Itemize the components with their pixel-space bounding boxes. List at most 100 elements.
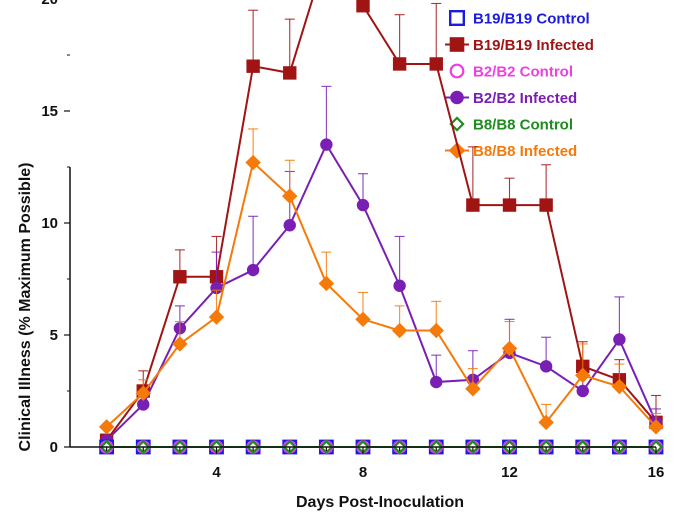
data-point-shape bbox=[246, 263, 260, 277]
data-point-shape bbox=[246, 59, 260, 73]
legend-label: B2/B2 Infected bbox=[473, 90, 577, 107]
legend-marker bbox=[448, 142, 466, 159]
data-point-shape bbox=[576, 384, 589, 398]
chart-legend: B19/B19 Control B19/B19 Infected B2/B2 Con… bbox=[445, 9, 594, 160]
y-tick-label: 10 bbox=[41, 215, 58, 232]
data-point-shape bbox=[466, 198, 480, 212]
data-point bbox=[283, 219, 296, 232]
x-tick-label: 4 bbox=[212, 464, 221, 481]
x-tick-label: 16 bbox=[648, 464, 665, 481]
data-point-shape bbox=[282, 188, 298, 204]
series-line-b19-b19-infected bbox=[105, 0, 657, 441]
series-line-b2-b2-infected bbox=[105, 142, 657, 441]
legend-marker bbox=[449, 9, 466, 27]
chart-axes: 4 8 12 16 0 5 10 15 20 bbox=[41, 0, 664, 481]
legend-marker bbox=[449, 116, 465, 132]
data-point bbox=[539, 360, 553, 373]
data-point bbox=[318, 275, 335, 292]
data-point bbox=[391, 322, 408, 339]
y-axis-title: Clinical Illness (% Maximum Possible) bbox=[17, 163, 34, 452]
legend-item-b19-b19-infected: B19/B19 Infected bbox=[445, 37, 594, 54]
data-point bbox=[501, 340, 518, 357]
series-b8-b8-infected bbox=[98, 128, 664, 435]
data-point-shape bbox=[392, 57, 407, 71]
legend-item-b8-b8-control: B8/B8 Control bbox=[449, 116, 573, 134]
data-point bbox=[320, 138, 333, 151]
data-point bbox=[392, 57, 407, 71]
x-tick-label: 8 bbox=[359, 464, 367, 481]
series-b2-b2-infected bbox=[100, 85, 663, 447]
data-point bbox=[611, 378, 628, 395]
data-point-shape bbox=[283, 219, 296, 232]
legend-marker bbox=[449, 63, 465, 79]
data-point-shape bbox=[465, 381, 481, 397]
legend-item-b2-b2-control: B2/B2 Control bbox=[449, 63, 573, 81]
legend-marker-shape bbox=[448, 142, 466, 159]
data-point bbox=[393, 279, 406, 292]
data-point bbox=[356, 198, 370, 212]
data-point bbox=[539, 198, 553, 212]
data-point bbox=[98, 419, 115, 435]
data-point-shape bbox=[575, 367, 591, 384]
data-point bbox=[172, 336, 188, 352]
data-point-shape bbox=[393, 279, 406, 292]
series-b19-b19-infected bbox=[99, 0, 663, 447]
legend-label: B8/B8 Infected bbox=[473, 143, 577, 160]
data-point bbox=[246, 263, 260, 277]
legend-marker-shape bbox=[449, 37, 465, 52]
legend-item-b8-b8-infected: B8/B8 Infected bbox=[445, 142, 577, 160]
y-tick-label: 20 bbox=[41, 0, 58, 8]
legend-label: B2/B2 Control bbox=[473, 64, 573, 81]
legend-item-b2-b2-infected: B2/B2 Infected bbox=[445, 90, 577, 107]
data-point-shape bbox=[173, 270, 187, 284]
data-point-shape bbox=[320, 138, 333, 151]
x-tick-label: 12 bbox=[501, 464, 518, 481]
data-point-shape bbox=[283, 66, 297, 80]
data-point-shape bbox=[356, 0, 370, 13]
data-point bbox=[356, 0, 370, 13]
data-point bbox=[208, 309, 225, 325]
data-point bbox=[576, 384, 589, 398]
data-point-shape bbox=[648, 419, 664, 435]
data-point-shape bbox=[539, 198, 553, 212]
data-point-shape bbox=[613, 333, 626, 346]
data-point-shape bbox=[391, 322, 408, 339]
data-point-shape bbox=[356, 198, 370, 212]
data-point-shape bbox=[539, 360, 553, 373]
y-tick-label: 5 bbox=[50, 327, 58, 344]
data-point bbox=[575, 367, 591, 384]
data-point-shape bbox=[98, 419, 115, 435]
data-point bbox=[613, 333, 626, 346]
data-point bbox=[465, 381, 481, 397]
data-point-shape bbox=[172, 336, 188, 352]
data-point-shape bbox=[245, 154, 261, 171]
y-tick-label: 15 bbox=[41, 103, 58, 120]
data-point bbox=[466, 198, 480, 212]
legend-label: B19/B19 Infected bbox=[473, 37, 594, 54]
data-point bbox=[428, 322, 444, 339]
data-point bbox=[246, 59, 260, 73]
data-point bbox=[429, 57, 443, 71]
data-point-shape bbox=[429, 57, 443, 71]
data-point bbox=[502, 198, 517, 212]
data-point bbox=[430, 375, 443, 389]
legend-marker-shape bbox=[450, 90, 464, 105]
data-point bbox=[538, 414, 554, 431]
data-point-shape bbox=[428, 322, 444, 339]
legend-label: B8/B8 Control bbox=[473, 117, 573, 134]
data-point bbox=[648, 419, 664, 435]
data-point-shape bbox=[502, 198, 517, 212]
y-tick-label: 0 bbox=[50, 439, 58, 456]
legend-marker-shape bbox=[449, 9, 466, 27]
data-point-shape bbox=[355, 311, 371, 328]
legend-marker-shape bbox=[449, 63, 465, 79]
data-point-shape bbox=[430, 375, 443, 389]
data-point bbox=[135, 385, 151, 401]
data-point-shape bbox=[538, 414, 554, 431]
legend-marker bbox=[450, 90, 464, 105]
data-point-shape bbox=[318, 275, 335, 292]
data-point-shape bbox=[611, 378, 628, 395]
plot-area bbox=[98, 0, 664, 455]
series-line-b8-b8-infected bbox=[105, 160, 657, 428]
